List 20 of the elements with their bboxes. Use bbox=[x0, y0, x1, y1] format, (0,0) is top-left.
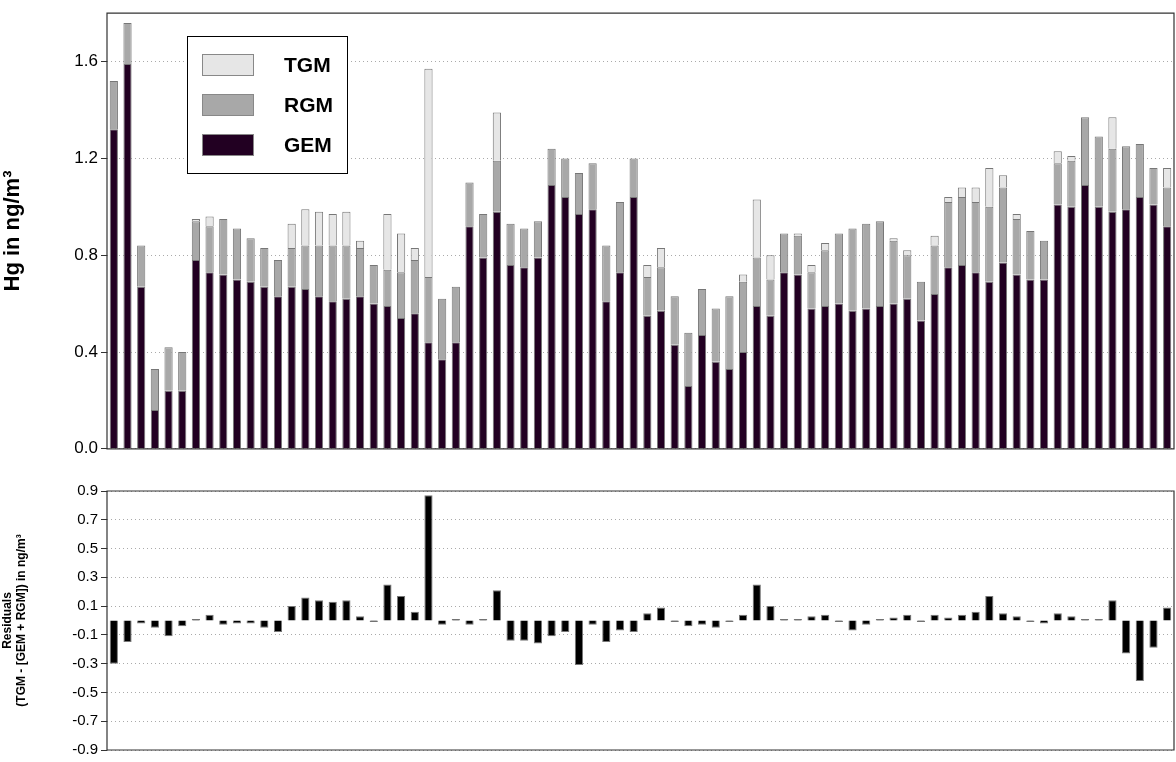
legend-label: RGM bbox=[284, 93, 333, 118]
y-tick-label: -0.9 bbox=[72, 740, 98, 758]
y-tick-label: 0.4 bbox=[74, 341, 98, 361]
y-tick-label: 0.8 bbox=[74, 244, 98, 264]
y-tick-label: 0.0 bbox=[74, 438, 98, 458]
legend-label: TGM bbox=[284, 53, 331, 78]
y-tick-label: 0.3 bbox=[77, 567, 98, 585]
y-tick-label: 1.6 bbox=[74, 51, 98, 71]
y-tick-label: 1.2 bbox=[74, 148, 98, 168]
y-tick-label: -0.1 bbox=[72, 625, 98, 643]
y-tick-label: -0.5 bbox=[72, 682, 98, 700]
y-tick-label: -0.7 bbox=[72, 711, 98, 729]
y-tick-label: 0.5 bbox=[77, 538, 98, 556]
y-tick-label: 0.9 bbox=[77, 481, 98, 499]
y-tick-label: -0.3 bbox=[72, 653, 98, 671]
y-axis-title: Hg in ng/m³ bbox=[0, 170, 25, 292]
legend-label: GEM bbox=[284, 133, 332, 158]
y-tick-label: 0.7 bbox=[77, 509, 98, 527]
y-axis-title: Residuals (TGM - [GEM + RGM]) in ng/m³ bbox=[0, 534, 28, 707]
y-tick-label: 0.1 bbox=[77, 596, 98, 614]
